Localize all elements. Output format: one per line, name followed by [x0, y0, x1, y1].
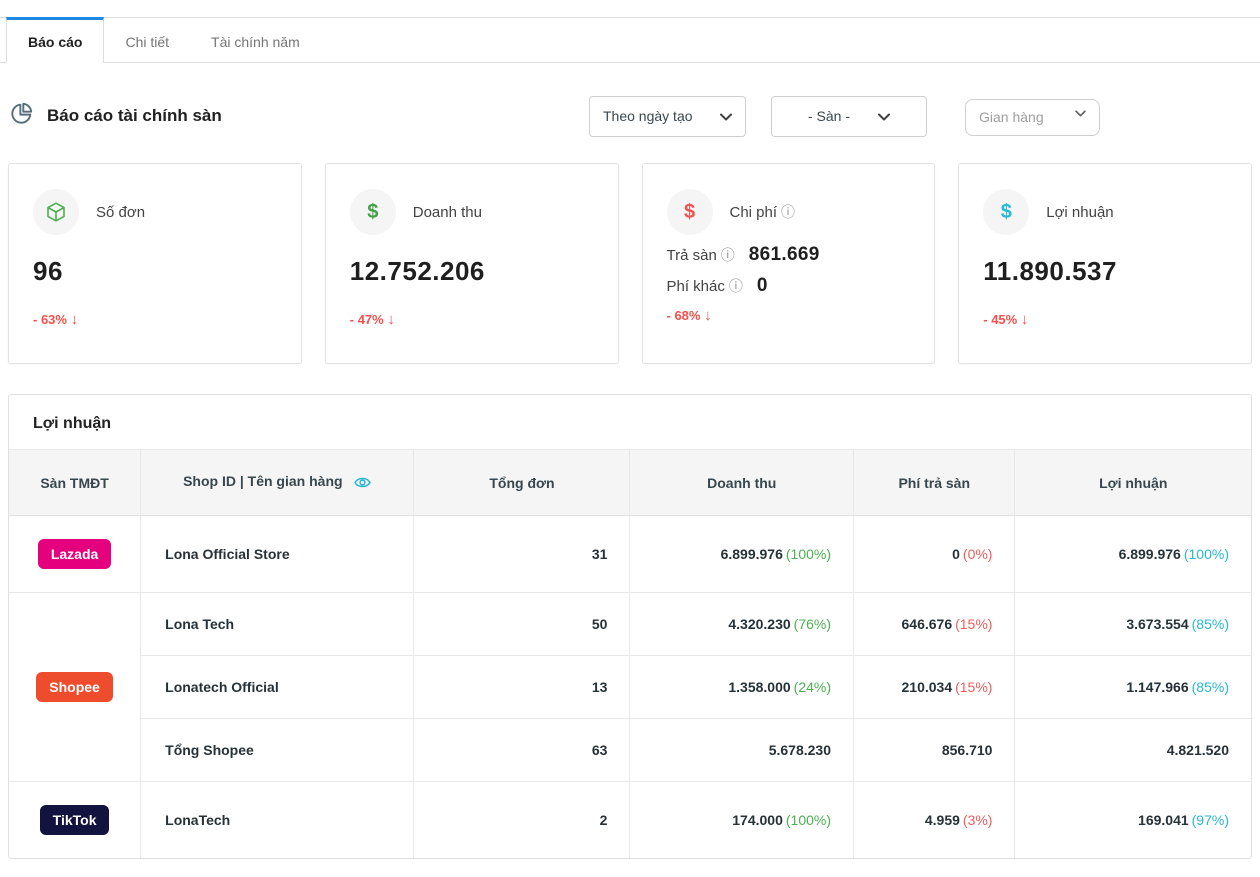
- report-tabs: Báo cáo Chi tiết Tài chính năm: [0, 17, 1260, 63]
- col-platform: Sàn TMĐT: [9, 450, 141, 516]
- revenue-cell: 6.899.976(100%): [630, 516, 854, 593]
- revenue-delta: - 47% ↓: [350, 311, 594, 328]
- arrow-down-icon: ↓: [71, 311, 79, 328]
- chevron-down-icon: [720, 108, 732, 124]
- profit-table-panel: Lợi nhuận Sàn TMĐT Shop ID | Tên gian hà…: [8, 394, 1252, 859]
- table-header-row: Sàn TMĐT Shop ID | Tên gian hàng Tổng đơ…: [9, 450, 1251, 516]
- revenue-cell: 4.320.230(76%): [630, 593, 854, 656]
- card-cost: $ Chi phíⓘ Trả sànⓘ 861.669 Phí khácⓘ 0 …: [642, 163, 936, 364]
- shop-cell: LonaTech: [141, 782, 414, 859]
- fee-cell: 210.034(15%): [854, 656, 1015, 719]
- profit-cell: 6.899.976(100%): [1015, 516, 1251, 593]
- cost-line-platform-fee: Trả sànⓘ 861.669: [667, 244, 911, 266]
- shopee-badge: Shopee: [36, 672, 113, 702]
- profit-cell: 3.673.554(85%): [1015, 593, 1251, 656]
- info-icon[interactable]: ⓘ: [729, 276, 743, 296]
- eye-icon[interactable]: [351, 476, 372, 492]
- arrow-down-icon: ↓: [704, 307, 712, 324]
- dollar-icon: $: [350, 189, 396, 235]
- col-profit: Lợi nhuận: [1015, 450, 1251, 516]
- pie-chart-icon: [8, 100, 35, 132]
- profit-cell: 1.147.966(85%): [1015, 656, 1251, 719]
- col-orders: Tổng đơn: [414, 450, 630, 516]
- profit-delta: - 45% ↓: [983, 311, 1227, 328]
- table-row: Lonatech Official 13 1.358.000(24%) 210.…: [9, 656, 1251, 719]
- platform-cell: Lazada: [9, 516, 141, 593]
- platform-cell: TikTok: [9, 782, 141, 859]
- card-profit: $ Lợi nhuận 11.890.537 - 45% ↓: [958, 163, 1252, 364]
- dollar-icon: $: [667, 189, 713, 235]
- tab-tai-chinh-nam[interactable]: Tài chính năm: [190, 17, 321, 63]
- card-orders: Số đơn 96 - 63% ↓: [8, 163, 302, 364]
- profit-cell: 169.041(97%): [1015, 782, 1251, 859]
- revenue-cell: 174.000(100%): [630, 782, 854, 859]
- orders-cell: 50: [414, 593, 630, 656]
- fee-cell: 0(0%): [854, 516, 1015, 593]
- stat-cards: Số đơn 96 - 63% ↓ $ Doanh thu 12.752.206…: [8, 163, 1252, 364]
- table-row: TikTok LonaTech 2 174.000(100%) 4.959(3%…: [9, 782, 1251, 859]
- orders-cell: 31: [414, 516, 630, 593]
- revenue-value: 12.752.206: [350, 256, 594, 287]
- platform-fee-value: 861.669: [749, 244, 820, 266]
- orders-value: 96: [33, 256, 277, 287]
- card-label: Doanh thu: [413, 204, 482, 221]
- col-shop: Shop ID | Tên gian hàng: [141, 450, 414, 516]
- fee-cell: 646.676(15%): [854, 593, 1015, 656]
- orders-cell: 13: [414, 656, 630, 719]
- profit-table: Sàn TMĐT Shop ID | Tên gian hàng Tổng đơ…: [9, 449, 1251, 858]
- shop-cell: Lonatech Official: [141, 656, 414, 719]
- lazada-badge: Lazada: [38, 539, 111, 569]
- revenue-cell: 1.358.000(24%): [630, 656, 854, 719]
- page-title: Báo cáo tài chính sàn: [47, 106, 222, 126]
- col-revenue: Doanh thu: [630, 450, 854, 516]
- col-fee: Phí trả sàn: [854, 450, 1015, 516]
- platform-cell: Shopee: [9, 593, 141, 782]
- filters: Theo ngày tạo - Sàn - Gian hàng: [589, 96, 1100, 137]
- profit-cell: 4.821.520: [1015, 719, 1251, 782]
- date-type-select[interactable]: Theo ngày tạo: [589, 96, 746, 137]
- dollar-icon: $: [983, 189, 1029, 235]
- shop-cell: Lona Tech: [141, 593, 414, 656]
- arrow-down-icon: ↓: [1021, 311, 1029, 328]
- table-title: Lợi nhuận: [9, 395, 1251, 449]
- cost-line-other-fee: Phí khácⓘ 0: [667, 275, 911, 297]
- fee-cell: 4.959(3%): [854, 782, 1015, 859]
- tiktok-badge: TikTok: [40, 805, 110, 835]
- fee-cell: 856.710: [854, 719, 1015, 782]
- other-fee-value: 0: [757, 275, 768, 297]
- chevron-down-icon: [1075, 104, 1086, 120]
- card-revenue: $ Doanh thu 12.752.206 - 47% ↓: [325, 163, 619, 364]
- table-row: Lazada Lona Official Store 31 6.899.976(…: [9, 516, 1251, 593]
- platform-select[interactable]: - Sàn -: [771, 96, 927, 137]
- tab-bao-cao[interactable]: Báo cáo: [6, 17, 104, 63]
- table-row-shopee-total: Tổng Shopee 63 5.678.230 856.710 4.821.5…: [9, 719, 1251, 782]
- orders-delta: - 63% ↓: [33, 311, 277, 328]
- chevron-down-icon: [878, 108, 890, 124]
- profit-value: 11.890.537: [983, 256, 1227, 287]
- arrow-down-icon: ↓: [387, 311, 395, 328]
- tab-chi-tiet[interactable]: Chi tiết: [104, 17, 190, 63]
- info-icon[interactable]: ⓘ: [781, 204, 795, 220]
- cube-icon: [33, 189, 79, 235]
- orders-cell: 2: [414, 782, 630, 859]
- card-label: Lợi nhuận: [1046, 204, 1113, 221]
- table-row: Shopee Lona Tech 50 4.320.230(76%) 646.6…: [9, 593, 1251, 656]
- store-select[interactable]: Gian hàng: [965, 99, 1100, 136]
- orders-cell: 63: [414, 719, 630, 782]
- card-label: Số đơn: [96, 204, 145, 221]
- report-header: Báo cáo tài chính sàn Theo ngày tạo - Sà…: [8, 95, 1252, 137]
- shop-cell: Tổng Shopee: [141, 719, 414, 782]
- revenue-cell: 5.678.230: [630, 719, 854, 782]
- card-label: Chi phíⓘ: [730, 202, 796, 222]
- cost-delta: - 68% ↓: [667, 307, 911, 324]
- info-icon[interactable]: ⓘ: [721, 245, 735, 265]
- shop-cell: Lona Official Store: [141, 516, 414, 593]
